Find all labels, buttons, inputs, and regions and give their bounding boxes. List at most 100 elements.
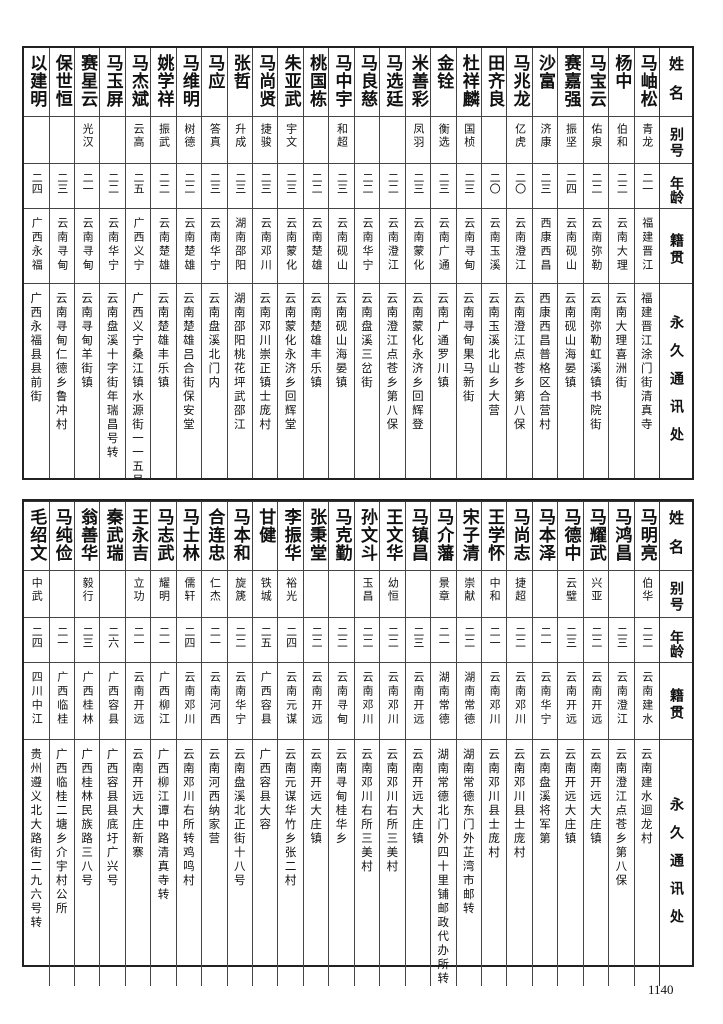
name-cell: 以建明 — [24, 48, 49, 117]
alias-cell: 捷骏 — [253, 117, 278, 164]
address-cell: 云南寻甸仁德乡鲁冲村 — [50, 284, 74, 478]
name-cell: 马纯俭 — [49, 502, 74, 571]
person-record: 秦武瑞 二六 广西容县 广西容县县底圩广兴号 — [99, 502, 125, 986]
name-text: 马宝云 — [585, 54, 606, 108]
age-cell: 二四 — [278, 618, 303, 663]
address-text: 贵州遵义北大路街二九六号转 — [29, 748, 44, 930]
name-text: 甘健 — [255, 508, 276, 544]
age-text: 二二 — [589, 626, 603, 648]
origin-cell: 湖南邵阳 — [227, 209, 252, 284]
name-cell: 毛绍文 — [24, 502, 49, 571]
origin-text: 云南建水 — [640, 671, 654, 727]
age-text: 二三 — [208, 172, 222, 194]
header-alias: 别号 — [660, 117, 692, 164]
name-text: 马选廷 — [382, 54, 403, 108]
origin-text: 云南邓川 — [182, 671, 196, 727]
header-origin-label: 籍贯 — [668, 688, 684, 722]
age-cell: 二二 — [354, 618, 380, 663]
alias-cell: 树德 — [176, 117, 202, 164]
age-cell: 二二 — [151, 164, 176, 209]
name-text: 马志武 — [153, 508, 174, 562]
address-cell: 云南开远大庄镇 — [406, 740, 430, 986]
age-text: 二二 — [360, 172, 374, 194]
age-text: 二二 — [640, 626, 654, 648]
address-text: 福建晋江涂门街清真寺 — [639, 292, 654, 432]
name-cell: 沙富 — [532, 48, 558, 117]
alias-text: 崇献 — [462, 577, 476, 603]
name-text: 马岫松 — [636, 54, 657, 108]
header-address-label: 永久通讯处 — [668, 797, 684, 937]
age-text: 二一 — [437, 626, 451, 648]
header-origin: 籍贯 — [660, 209, 692, 284]
name-text: 马德中 — [560, 508, 581, 562]
address-text: 广西柳江谭中路清真寺转 — [156, 748, 171, 902]
header-age-label: 年龄 — [668, 176, 684, 204]
person-record: 张秉堂 二二 云南开远 云南开远大庄镇 — [302, 502, 329, 986]
origin-text: 云南澄江 — [513, 217, 527, 273]
age-text: 二四 — [284, 626, 298, 648]
origin-text: 云南华宁 — [233, 671, 247, 727]
person-record: 赛嘉强 振坚 二四 云南砚山 云南砚山海晏镇 — [557, 48, 583, 478]
address-text: 广西桂林民族路三八号 — [80, 748, 95, 888]
alias-cell — [329, 571, 354, 618]
age-text: 二一 — [132, 626, 146, 648]
address-cell: 广西桂林民族路三八号 — [75, 740, 99, 986]
person-record: 马宝云 佑泉 二二 云南弥勒 云南弥勒虹溪镇书院街 — [582, 48, 609, 478]
address-text: 云南邓川右所三美村 — [385, 748, 400, 874]
address-cell: 广西柳江谭中路清真寺转 — [151, 740, 175, 986]
origin-cell: 云南楚雄 — [303, 209, 329, 284]
age-text: 二一 — [81, 172, 95, 194]
name-cell: 田齐良 — [481, 48, 507, 117]
alias-cell: 景章 — [431, 571, 456, 618]
origin-cell: 西康西昌 — [532, 209, 558, 284]
origin-text: 广西桂林 — [81, 671, 95, 727]
age-text: 二三 — [411, 626, 425, 648]
address-cell: 云南楚雄吕合街保安堂 — [177, 284, 201, 478]
person-record: 田齐良 二〇 云南玉溪 云南玉溪北山乡大营 — [480, 48, 507, 478]
age-text: 二二 — [360, 626, 374, 648]
origin-cell: 广西柳江 — [151, 663, 176, 740]
address-text: 云南开远大庄镇 — [588, 748, 603, 846]
alias-cell — [405, 571, 431, 618]
address-text: 云南邓川右所三美村 — [359, 748, 374, 874]
address-cell: 云南楚雄丰乐镇 — [304, 284, 328, 478]
name-text: 杜祥麟 — [458, 54, 479, 108]
alias-cell: 和超 — [329, 117, 354, 164]
origin-cell: 云南邓川 — [253, 209, 278, 284]
address-cell: 云南玉溪北山乡大营 — [482, 284, 506, 478]
alias-cell — [481, 117, 507, 164]
address-cell: 广西容县大容 — [253, 740, 277, 986]
alias-text: 儒轩 — [182, 577, 196, 603]
name-text: 桃国栋 — [306, 54, 327, 108]
address-text: 云南盘溪北正街十八号 — [232, 748, 247, 888]
name-cell: 王学怀 — [481, 502, 507, 571]
origin-cell: 四川中江 — [24, 663, 49, 740]
address-cell: 湖南常德东门外芷湾市邮转 — [457, 740, 481, 986]
alias-text: 捷骏 — [259, 123, 273, 149]
name-cell: 合连忠 — [202, 502, 227, 571]
origin-text: 云南寻甸 — [55, 217, 69, 273]
person-record: 马尚贤 捷骏 二三 云南邓川 云南邓川崇正镇士庞村 — [252, 48, 278, 478]
age-text: 二一 — [208, 626, 222, 648]
age-cell: 二一 — [481, 618, 507, 663]
person-record: 马岫松 青龙 二一 福建晋江 福建晋江涂门街清真寺 — [633, 48, 659, 478]
address-text: 云南元谋华竹乡张二村 — [283, 748, 298, 888]
name-text: 赛星云 — [77, 54, 98, 108]
origin-cell: 云南元谋 — [278, 663, 303, 740]
age-text: 二三 — [411, 172, 425, 194]
age-cell: 二四 — [176, 618, 202, 663]
age-text: 二二 — [462, 626, 476, 648]
name-cell: 秦武瑞 — [100, 502, 125, 571]
age-cell: 二三 — [405, 618, 431, 663]
name-cell: 马士林 — [176, 502, 202, 571]
person-record: 毛绍文 中武 二四 四川中江 贵州遵义北大路街二九六号转 — [24, 502, 49, 986]
age-cell: 二三 — [532, 164, 558, 209]
person-record: 张哲 升成 二三 湖南邵阳 湖南邵阳桃花坪武邵江 — [226, 48, 252, 478]
header-address: 永久通讯处 — [660, 740, 692, 986]
person-record: 宋子清 崇献 二二 湖南常德 湖南常德东门外芷湾市邮转 — [455, 502, 481, 986]
alias-text: 伯和 — [615, 123, 629, 149]
name-text: 马鸿昌 — [611, 508, 632, 562]
address-cell: 云南邓川右所三美村 — [380, 740, 404, 986]
alias-text: 捷超 — [513, 577, 527, 603]
age-cell: 二四 — [558, 164, 583, 209]
